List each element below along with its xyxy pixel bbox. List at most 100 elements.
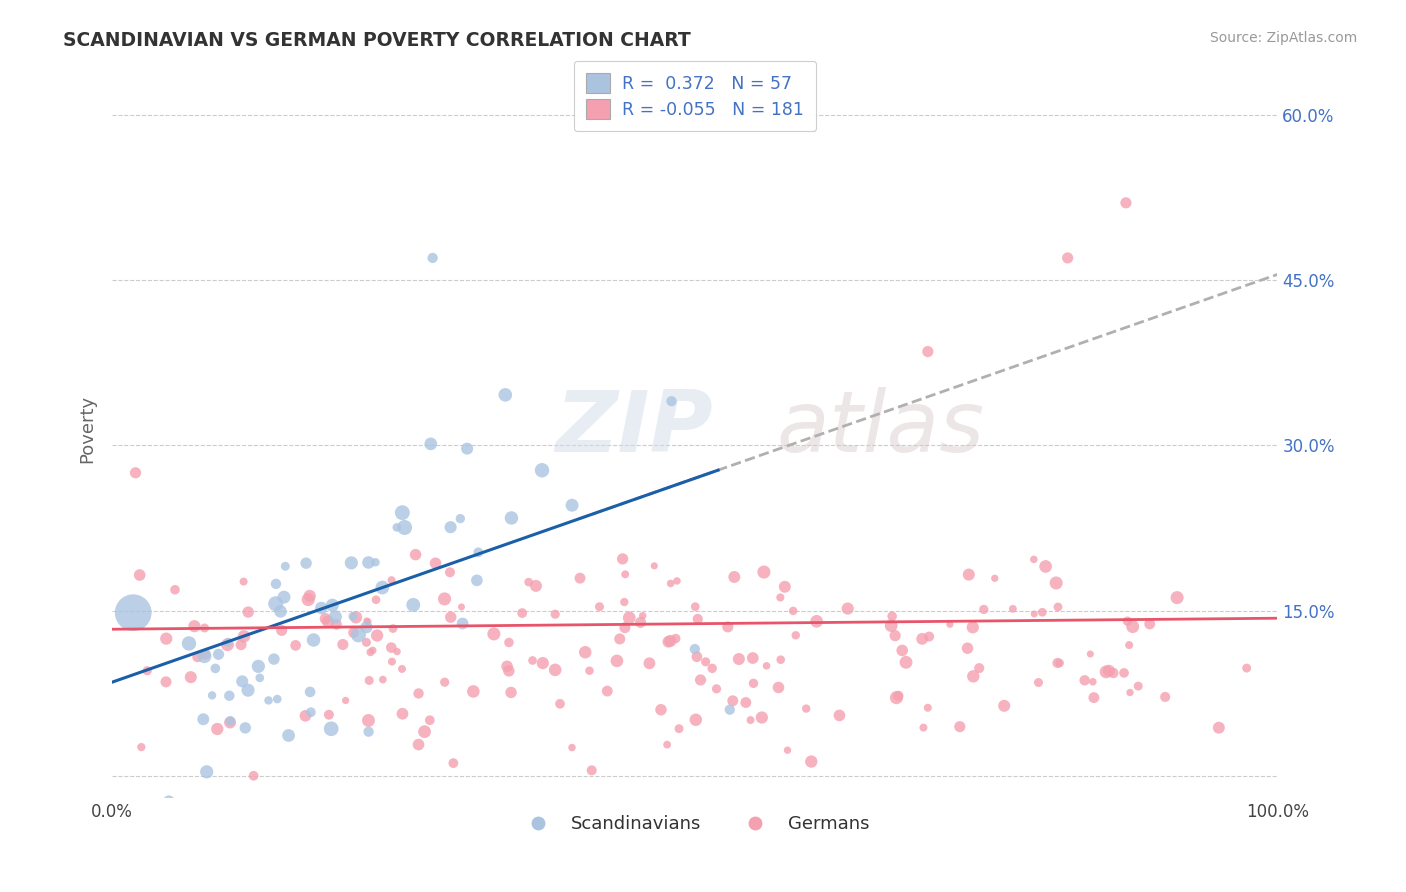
Point [596,684,619,698]
Point [912,721,935,735]
Point [717,620,740,634]
Point [402,598,425,612]
Point [581,764,603,778]
Point [685,713,707,727]
Point [342,625,364,640]
Point [359,673,381,688]
Point [768,681,790,695]
Point [316,615,339,629]
Point [451,616,474,631]
Point [163,582,186,597]
Point [136,664,159,678]
Point [578,664,600,678]
Point [769,653,792,667]
Point [1166,591,1188,605]
Point [360,645,382,659]
Point [723,570,745,584]
Point [650,703,672,717]
Point [433,675,456,690]
Point [347,628,370,642]
Point [385,644,408,658]
Point [1154,690,1177,704]
Point [238,605,260,619]
Point [609,632,631,646]
Point [1024,607,1046,621]
Point [321,722,343,736]
Point [882,609,904,624]
Point [755,658,778,673]
Point [880,618,903,632]
Point [131,740,153,755]
Point [561,498,583,512]
Point [1049,656,1071,670]
Point [548,697,571,711]
Point [277,729,299,743]
Point [356,614,378,628]
Point [297,592,319,607]
Point [380,573,402,587]
Point [1098,664,1121,678]
Point [668,722,690,736]
Point [886,690,908,705]
Point [314,612,336,626]
Point [659,576,682,591]
Point [569,571,592,585]
Point [340,556,363,570]
Point [734,696,756,710]
Point [517,575,540,590]
Point [425,556,447,570]
Point [614,567,637,582]
Point [993,698,1015,713]
Point [1115,195,1137,210]
Point [1028,675,1050,690]
Point [122,606,145,620]
Point [344,610,367,624]
Point [380,640,402,655]
Point [419,437,441,451]
Point [957,567,980,582]
Point [530,463,553,477]
Point [984,571,1007,585]
Point [887,689,910,703]
Point [233,721,256,735]
Point [800,755,823,769]
Point [247,659,270,673]
Point [218,689,240,703]
Point [561,740,583,755]
Point [917,344,939,359]
Point [499,685,522,699]
Point [371,673,394,687]
Point [612,552,634,566]
Point [939,617,962,632]
Point [665,574,688,588]
Point [967,661,990,675]
Point [718,703,741,717]
Point [496,659,519,673]
Point [366,628,388,642]
Text: Source: ZipAtlas.com: Source: ZipAtlas.com [1209,31,1357,45]
Point [918,630,941,644]
Point [884,629,907,643]
Point [686,612,709,626]
Point [124,466,146,480]
Point [501,511,523,525]
Point [524,579,547,593]
Point [229,638,252,652]
Point [465,574,488,588]
Point [574,645,596,659]
Point [456,442,478,456]
Point [381,655,404,669]
Point [917,700,939,714]
Point [522,653,544,667]
Point [702,661,724,675]
Point [962,620,984,634]
Point [1046,656,1069,670]
Point [357,615,380,629]
Point [302,632,325,647]
Point [439,566,461,580]
Point [544,663,567,677]
Point [419,713,441,727]
Point [166,802,188,816]
Text: SCANDINAVIAN VS GERMAN POVERTY CORRELATION CHART: SCANDINAVIAN VS GERMAN POVERTY CORRELATI… [63,31,690,50]
Point [1208,721,1230,735]
